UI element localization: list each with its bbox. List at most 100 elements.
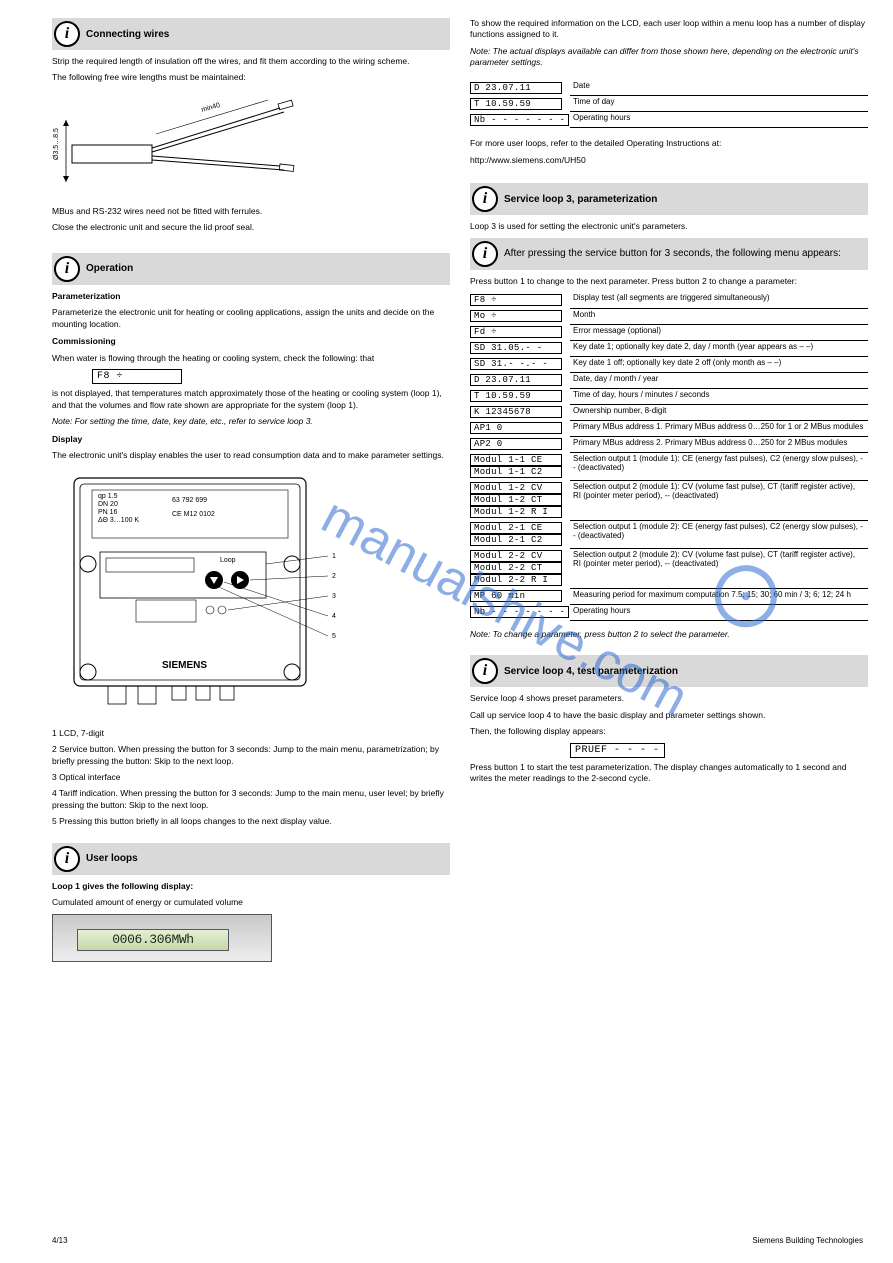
lcd-value: Modul 2-1 C2 <box>470 534 562 546</box>
lcd-value: AP2 0 <box>470 438 562 450</box>
service-desc: Date, day / month / year <box>570 372 868 388</box>
info-icon: i <box>54 21 80 47</box>
paragraph: Press button 1 to start the test paramet… <box>470 762 868 785</box>
subheading: Display <box>52 434 450 445</box>
legend-item: 4 Tariff indication. When pressing the b… <box>52 788 450 811</box>
section-header-service-submenu: i After pressing the service button for … <box>470 238 868 270</box>
paragraph: Strip the required length of insulation … <box>52 56 450 67</box>
section-header-user-loops: i User loops <box>52 843 450 875</box>
legend-item: 5 Pressing this button briefly in all lo… <box>52 816 450 827</box>
service-desc: Measuring period for maximum computation… <box>570 588 868 604</box>
lcd-value: Mo ÷ <box>470 310 562 322</box>
device-param: DN 20 <box>98 501 118 508</box>
paragraph: Service loop 4 shows preset parameters. <box>470 693 868 704</box>
service-desc: Ownership number, 8-digit <box>570 404 868 420</box>
paragraph: Close the electronic unit and secure the… <box>52 222 450 233</box>
lcd-value: SD 31.- -.- - <box>470 358 562 370</box>
lcd-display-pruef: PRUEF - - - - <box>570 743 868 758</box>
paragraph: For more user loops, refer to the detail… <box>470 138 868 149</box>
callout-number: 3 <box>332 593 336 600</box>
paragraph: The electronic unit's display enables th… <box>52 450 450 461</box>
paragraph: Call up service loop 4 to have the basic… <box>470 710 868 721</box>
paragraph: To show the required information on the … <box>470 18 868 41</box>
dim-label: Ø3.5…8.5 <box>53 128 60 160</box>
paragraph: Cumulated amount of energy or cumulated … <box>52 897 450 908</box>
device-param: ΔΘ 3…100 K <box>98 517 139 524</box>
desc: Date <box>570 80 868 96</box>
lcd-value: Modul 2-2 CV <box>470 550 562 562</box>
info-icon: i <box>472 658 498 684</box>
service-desc: Time of day, hours / minutes / seconds <box>570 388 868 404</box>
service-desc: Selection output 2 (module 1): CV (volum… <box>570 480 868 520</box>
service-desc: Key date 1; optionally key date 2, day /… <box>570 340 868 356</box>
service-desc: Primary MBus address 1. Primary MBus add… <box>570 420 868 436</box>
paragraph: Press button 1 to change to the next par… <box>470 276 868 287</box>
lcd-value: Nb - - - - - - - <box>470 606 569 618</box>
cable-diagram: Ø3.5…8.5 min40 <box>52 90 312 200</box>
paragraph: Parameterize the electronic unit for hea… <box>52 307 450 330</box>
text: When water is flowing through the heatin… <box>52 353 374 363</box>
page-footer-brand: Siemens Building Technologies <box>752 1236 863 1245</box>
section-title: Operation <box>86 263 133 274</box>
link-text: http://www.siemens.com/UH50 <box>470 155 868 166</box>
device-param: qp 1.5 <box>98 493 118 500</box>
device-param: PN 16 <box>98 509 118 516</box>
paragraph: MBus and RS-232 wires need not be fitted… <box>52 206 450 217</box>
section-title: Service loop 4, test parameterization <box>504 666 678 677</box>
info-icon: i <box>54 846 80 872</box>
lcd-value: AP1 0 <box>470 422 562 434</box>
lcd-value: F8 ÷ <box>92 369 182 384</box>
paragraph: Loop 3 is used for setting the electroni… <box>470 221 868 232</box>
callout-number: 5 <box>332 633 336 640</box>
page: manualshive.com i Connecting wires Strip… <box>0 0 893 1263</box>
section-header-operation: i Operation <box>52 253 450 285</box>
left-column: i Connecting wires Strip the required le… <box>52 18 450 962</box>
lcd-value: Modul 2-1 CE <box>470 522 562 534</box>
lcd-value: Modul 1-2 CT <box>470 494 562 506</box>
section-header-connecting-wires: i Connecting wires <box>52 18 450 50</box>
paragraph: is not displayed, that temperatures matc… <box>52 388 450 411</box>
paragraph: Then, the following display appears: <box>470 726 868 737</box>
legend-item: 2 Service button. When pressing the butt… <box>52 744 450 767</box>
lcd-value: K 12345678 <box>470 406 562 418</box>
section-title: After pressing the service button for 3 … <box>504 248 841 259</box>
lcd-value: D 23.07.11 <box>470 374 562 386</box>
section-header-service-loop-4: i Service loop 4, test parameterization <box>470 655 868 687</box>
section-title: User loops <box>86 853 138 864</box>
lcd-value: Nb - - - - - - - <box>470 114 569 126</box>
loop-label: Loop <box>220 557 236 564</box>
lcd-value: Modul 1-2 CV <box>470 482 562 494</box>
legend-item: 1 LCD, 7-digit <box>52 728 450 739</box>
subheading: Parameterization <box>52 291 450 302</box>
subheading: Commissioning <box>52 336 450 347</box>
desc: Time of day <box>570 96 868 112</box>
device-drawing: qp 1.5 DN 20 PN 16 ΔΘ 3…100 K 63 792 699… <box>52 468 372 728</box>
note: Note: The actual displays available can … <box>470 46 868 69</box>
service-table: F8 ÷Display test (all segments are trigg… <box>470 292 868 621</box>
lcd-value: PRUEF - - - - <box>570 743 665 758</box>
lcd-photo: 0006.306MWh <box>52 914 272 962</box>
top-display-table: D 23.07.11 Date T 10.59.59 Time of day Nb … <box>470 80 868 129</box>
callout-number: 4 <box>332 613 336 620</box>
service-desc: Selection output 1 (module 2): CE (energ… <box>570 520 868 548</box>
service-desc: Primary MBus address 2. Primary MBus add… <box>570 436 868 452</box>
lcd-value: Modul 1-2 R I <box>470 506 562 518</box>
legend-item: 3 Optical interface <box>52 772 450 783</box>
lcd-value: MP 60 min <box>470 590 562 602</box>
lcd-display-f8: F8 ÷ <box>92 369 450 384</box>
service-desc: Display test (all segments are triggered… <box>570 292 868 308</box>
service-desc: Operating hours <box>570 604 868 620</box>
lcd-photo-value: 0006.306MWh <box>77 929 229 951</box>
brand-text: SIEMENS <box>162 660 207 671</box>
callout-number: 2 <box>332 573 336 580</box>
subheading: Loop 1 gives the following display: <box>52 881 450 892</box>
device-ce: CE M12 0102 <box>172 511 215 518</box>
lcd-value: T 10.59.59 <box>470 98 562 110</box>
service-desc: Month <box>570 308 868 324</box>
lcd-value: D 23.07.11 <box>470 82 562 94</box>
page-number: 4/13 <box>52 1236 68 1245</box>
paragraph: When water is flowing through the heatin… <box>52 353 450 364</box>
right-column: To show the required information on the … <box>470 18 868 790</box>
lcd-value: T 10.59.59 <box>470 390 562 402</box>
info-icon: i <box>472 186 498 212</box>
